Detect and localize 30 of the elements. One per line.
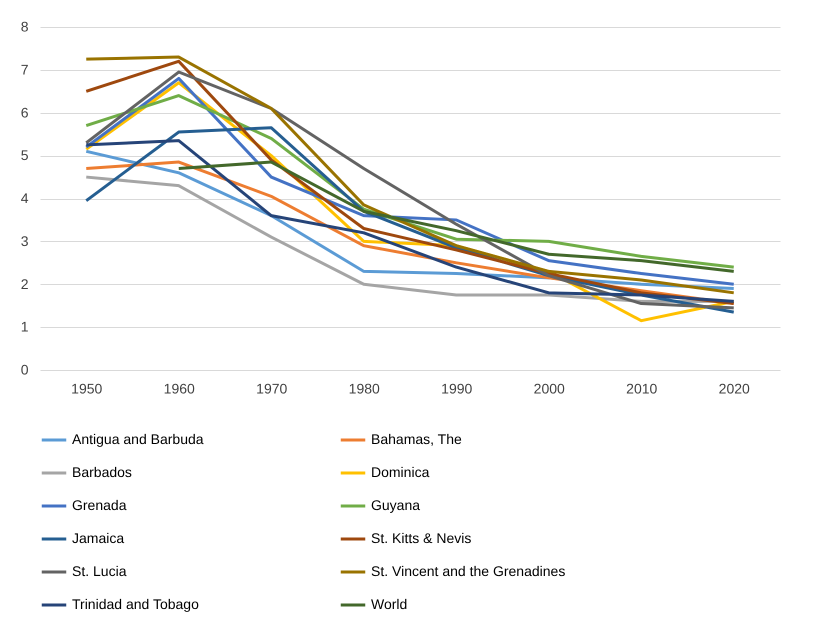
y-tick-label: 5 xyxy=(20,147,29,164)
y-tick-label: 8 xyxy=(20,18,29,34)
legend-label: Jamaica xyxy=(72,530,124,546)
x-tick-label: 1970 xyxy=(256,380,288,396)
y-tick-label: 0 xyxy=(20,362,29,378)
x-tick-label: 2020 xyxy=(718,380,750,396)
x-tick-label: 1980 xyxy=(348,380,380,396)
y-tick-label: 3 xyxy=(20,232,29,249)
legend-label: St. Lucia xyxy=(72,563,127,579)
legend-label: Guyana xyxy=(371,497,420,513)
legend-label: Grenada xyxy=(72,497,127,513)
legend-label: St. Vincent and the Grenadines xyxy=(371,563,566,579)
x-tick-label: 2000 xyxy=(534,380,566,396)
legend-label: Antigua and Barbuda xyxy=(72,431,204,447)
legend-label: World xyxy=(371,596,408,612)
line-series xyxy=(177,160,736,273)
legend-label: Barbados xyxy=(72,464,132,480)
y-tick-label: 6 xyxy=(20,104,29,120)
legend-label: St. Kitts & Nevis xyxy=(371,530,472,546)
x-tick-label: 2010 xyxy=(626,380,658,396)
x-tick-label: 1990 xyxy=(441,380,473,396)
legend-label: Trinidad and Tobago xyxy=(72,596,200,612)
x-tick-label: 1950 xyxy=(71,380,103,396)
y-tick-label: 7 xyxy=(20,61,29,78)
y-tick-label: 1 xyxy=(20,318,29,335)
legend-label: Bahamas, The xyxy=(371,431,462,447)
x-tick-label: 1960 xyxy=(164,380,196,396)
y-tick-label: 4 xyxy=(20,190,29,206)
y-tick-label: 2 xyxy=(20,276,29,292)
legend-label: Dominica xyxy=(371,464,430,480)
